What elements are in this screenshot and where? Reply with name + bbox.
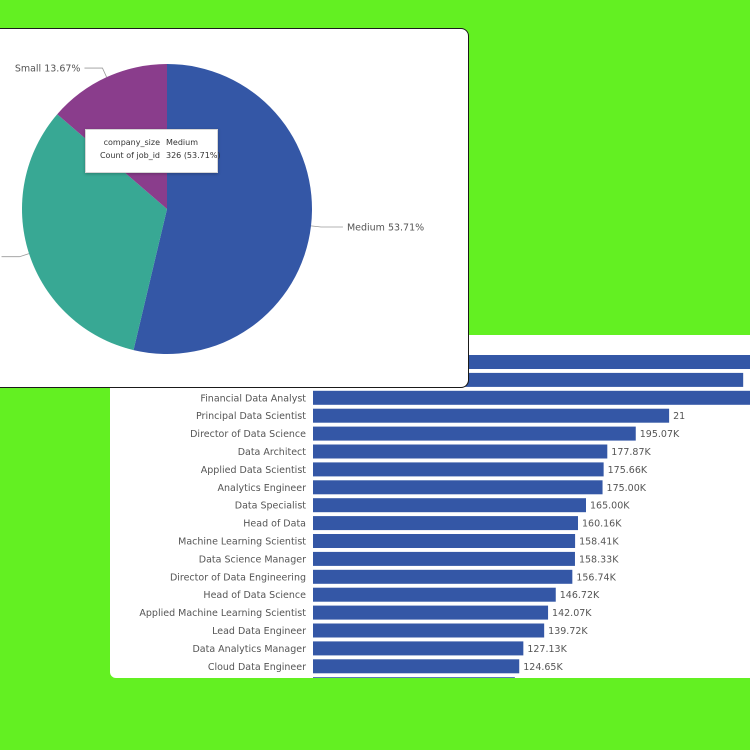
bar-category-label: Lead Data Engineer	[212, 626, 306, 637]
bar[interactable]	[313, 569, 573, 584]
bar-category-label: Applied Data Scientist	[201, 465, 307, 476]
bar-value-label: 158.41K	[579, 537, 619, 548]
bar-category-label: Machine Learning Scientist	[178, 537, 306, 548]
pie-slice-label: Small 13.67%	[15, 64, 81, 75]
bar-category-label: Data Analytics Manager	[192, 644, 306, 655]
tooltip-row-category: company_size Medium	[86, 138, 217, 150]
bar-value-label: 175.66K	[608, 465, 648, 476]
bar-value-label: 127.13K	[527, 644, 567, 655]
pie-chart-panel: Medium 53.71% Small 13.67% company_size M…	[0, 28, 469, 388]
bar-category-label: Head of Data	[243, 519, 306, 530]
bar[interactable]	[313, 587, 556, 602]
bar-category-label: Cloud Data Engineer	[208, 662, 306, 673]
bar[interactable]	[313, 677, 515, 678]
bar-value-label: 146.72K	[560, 590, 600, 601]
bar[interactable]	[313, 462, 604, 477]
bar[interactable]	[313, 480, 603, 495]
bar[interactable]	[313, 390, 750, 405]
bar-value-label: 158.33K	[579, 554, 619, 565]
tooltip-value: Medium	[166, 138, 198, 147]
pie-slice-1[interactable]	[21, 114, 168, 351]
pie-leader-line-2	[84, 67, 107, 78]
tooltip-key: Count of job_id	[99, 151, 160, 160]
bar[interactable]	[313, 641, 524, 656]
bar-value-label: 139.72K	[548, 626, 588, 637]
bar[interactable]	[313, 408, 670, 423]
bar[interactable]	[313, 605, 549, 620]
tooltip-value: 326 (53.71%)	[166, 151, 221, 160]
bar-value-label: 175.00K	[607, 483, 647, 494]
bar[interactable]	[313, 516, 578, 531]
bar-category-label: Principal Data Scientist	[196, 411, 306, 422]
pie-tooltip: company_size Medium Count of job_id 326 …	[85, 129, 221, 173]
bar-category-label: Head of Data Science	[203, 590, 306, 601]
bar[interactable]	[313, 444, 608, 459]
bar[interactable]	[313, 551, 575, 566]
bar-value-label: 21	[673, 411, 685, 422]
bar-category-label: Data Science Manager	[199, 554, 306, 565]
bar-category-label: Director of Data Engineering	[170, 572, 306, 583]
bar-category-label: Data Specialist	[235, 501, 307, 512]
bar[interactable]	[313, 659, 520, 674]
bar[interactable]	[313, 623, 545, 638]
bar-value-label: 177.87K	[611, 447, 651, 458]
bar-value-label: 156.74K	[576, 572, 616, 583]
bar-category-label: Applied Machine Learning Scientist	[139, 608, 306, 619]
bar-value-label: 165.00K	[590, 501, 630, 512]
tooltip-row-count: Count of job_id 326 (53.71%)	[86, 151, 221, 163]
pie-slice-label: Medium 53.71%	[347, 223, 424, 234]
bar-value-label: 124.65K	[523, 662, 563, 673]
tooltip-key: company_size	[103, 138, 160, 147]
bar-value-label: 160.16K	[582, 519, 622, 530]
bar-category-label: Director of Data Science	[190, 429, 306, 440]
bar-category-label: Analytics Engineer	[218, 483, 307, 494]
bar[interactable]	[313, 498, 586, 513]
pie-chart: Medium 53.71% Small 13.67%	[1, 64, 424, 354]
bar-value-label: 142.07K	[552, 608, 592, 619]
pie-leader-line-1	[1, 253, 30, 258]
pie-leader-line-0	[310, 225, 343, 228]
bar-category-label: Data Architect	[238, 447, 307, 458]
bar-value-label: 195.07K	[640, 429, 680, 440]
bar[interactable]	[313, 534, 576, 548]
bar-category-label: Financial Data Analyst	[200, 393, 306, 404]
bar[interactable]	[313, 426, 636, 441]
